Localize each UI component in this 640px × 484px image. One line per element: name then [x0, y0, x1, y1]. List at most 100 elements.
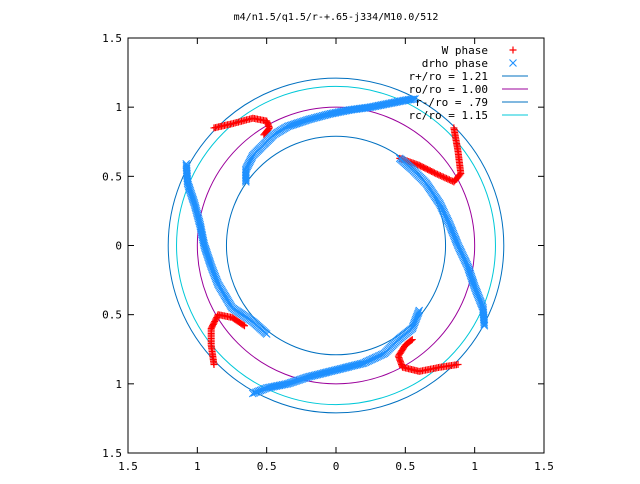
- data-point: [272, 382, 281, 390]
- y-tick-label: 1.5: [102, 32, 122, 45]
- data-point: [433, 170, 441, 178]
- data-point: [350, 361, 359, 370]
- x-tick-label: 0.5: [395, 460, 415, 473]
- data-point: [241, 167, 250, 175]
- x-tick-label: 1: [194, 460, 201, 473]
- data-point: [389, 98, 397, 107]
- data-point: [336, 364, 345, 373]
- data-point: [321, 368, 330, 377]
- data-point: [183, 177, 192, 186]
- data-point: [333, 108, 341, 117]
- y-tick-label: 1.5: [102, 447, 122, 460]
- data-point: [196, 224, 205, 232]
- data-point: [349, 361, 357, 370]
- legend-label: rc/ro = 1.15: [409, 109, 488, 122]
- data-point: [199, 238, 208, 247]
- data-point: [275, 381, 284, 390]
- data-point: [338, 364, 347, 373]
- legend-label: drho phase: [422, 57, 488, 70]
- data-point: [480, 320, 489, 328]
- data-point: [316, 369, 325, 378]
- data-point: [344, 363, 353, 371]
- y-tick-label: 0: [115, 240, 122, 253]
- x-tick-label: 1.5: [534, 460, 554, 473]
- data-point: [265, 383, 274, 392]
- x-tick-label: 0: [333, 460, 340, 473]
- data-point: [352, 361, 360, 369]
- data-point: [436, 172, 444, 180]
- data-point: [435, 171, 443, 179]
- data-point: [197, 227, 206, 236]
- legend-label: r+/ro = 1.21: [409, 70, 488, 83]
- data-point: [248, 389, 257, 398]
- data-point: [280, 380, 289, 389]
- legend-marker: [509, 46, 517, 54]
- legend-label: W phase: [442, 44, 488, 57]
- data-point: [407, 95, 416, 104]
- data-point: [392, 98, 400, 106]
- y-tick-label: 1: [115, 378, 122, 391]
- data-point: [409, 95, 418, 103]
- data-point: [480, 318, 489, 327]
- data-point: [395, 97, 404, 106]
- x-tick-label: 0.5: [257, 460, 277, 473]
- data-point: [366, 103, 375, 112]
- data-point: [329, 109, 338, 118]
- data-point: [315, 370, 323, 379]
- reference-circle: [196, 106, 476, 385]
- data-point: [196, 220, 204, 229]
- data-point: [377, 101, 386, 109]
- y-tick-label: 0.5: [102, 309, 122, 322]
- data-point: [331, 108, 340, 117]
- data-point: [339, 107, 348, 116]
- data-point: [368, 102, 377, 111]
- data-point: [277, 381, 285, 389]
- data-point: [393, 97, 402, 106]
- data-point: [385, 99, 394, 108]
- y-tick-label: 1: [115, 101, 122, 114]
- data-point: [262, 330, 271, 338]
- x-tick-label: 1.5: [118, 460, 138, 473]
- data-point: [332, 366, 340, 374]
- data-point: [439, 173, 447, 181]
- data-point: [333, 365, 342, 374]
- data-point: [355, 360, 363, 369]
- data-point: [198, 230, 206, 239]
- data-point: [312, 371, 320, 379]
- data-point: [376, 101, 385, 110]
- data-point: [278, 380, 287, 389]
- data-point: [381, 100, 389, 109]
- data-point: [313, 370, 322, 379]
- data-point: [239, 321, 247, 329]
- data-point: [196, 222, 205, 231]
- data-point: [398, 96, 407, 105]
- data-point: [382, 100, 391, 108]
- data-point: [273, 381, 282, 390]
- data-point: [358, 359, 367, 368]
- reference-circle: [225, 135, 447, 356]
- data-point: [327, 367, 336, 376]
- data-point: [356, 359, 365, 368]
- data-point: [319, 369, 328, 377]
- data-point: [342, 363, 351, 372]
- data-point: [444, 175, 452, 183]
- data-point: [341, 107, 349, 115]
- data-point: [260, 131, 268, 139]
- data-point: [374, 101, 383, 110]
- axis-ticks: 1.5 1 0.5 0 0.5 1 1.51.510.500.511.5: [102, 32, 554, 473]
- data-point: [369, 102, 378, 111]
- data-point: [310, 371, 319, 380]
- data-point: [307, 372, 316, 381]
- data-point: [450, 124, 458, 132]
- legend-label: ro/ro = 1.00: [409, 83, 488, 96]
- data-point: [384, 99, 393, 108]
- reference-circles: [167, 77, 505, 414]
- data-point: [270, 382, 279, 391]
- legend-label: r-/ro = .79: [415, 96, 488, 109]
- series-w-phase: [207, 114, 465, 375]
- data-point: [330, 366, 339, 375]
- data-point: [441, 174, 449, 182]
